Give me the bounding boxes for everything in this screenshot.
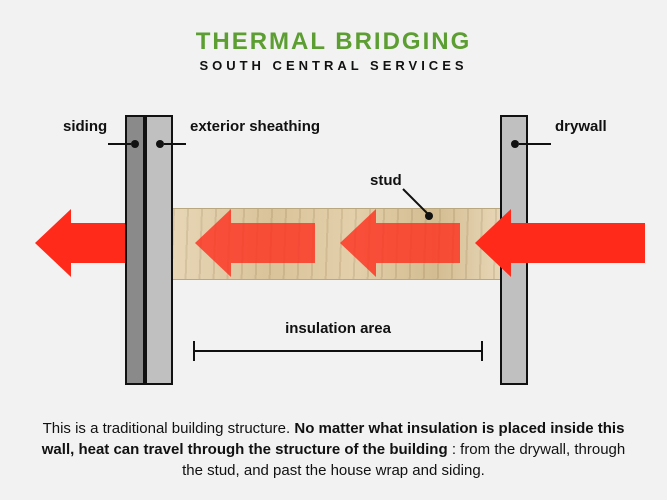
dimension-tick-right — [481, 341, 483, 361]
caption-pre: This is a traditional building structure… — [43, 420, 295, 437]
label-stud: stud — [370, 172, 402, 189]
leader-dot-sheathing — [156, 140, 164, 148]
leader-line-drywall — [519, 143, 551, 145]
leader-line-siding — [108, 143, 131, 145]
leader-line-stud — [403, 188, 433, 218]
thermal-bridging-diagram: THERMAL BRIDGING SOUTH CENTRAL SERVICES … — [0, 0, 667, 500]
dimension-bar — [193, 350, 483, 352]
heat-arrow-inside-1 — [195, 223, 315, 263]
label-siding: siding — [63, 118, 107, 135]
leader-dot-siding — [131, 140, 139, 148]
layer-siding — [125, 115, 145, 385]
leader-line-sheathing — [164, 143, 186, 145]
label-sheathing: exterior sheathing — [190, 118, 320, 135]
caption: This is a traditional building structure… — [40, 418, 627, 481]
layer-sheathing — [145, 115, 173, 385]
dimension-tick-left — [193, 341, 195, 361]
leader-dot-drywall — [511, 140, 519, 148]
heat-arrow-enter — [475, 223, 645, 263]
heat-arrow-inside-2 — [340, 223, 460, 263]
title: THERMAL BRIDGING — [0, 28, 667, 56]
heat-arrow-exit — [35, 223, 125, 263]
label-drywall: drywall — [555, 118, 607, 135]
subtitle: SOUTH CENTRAL SERVICES — [0, 58, 667, 73]
dimension-label: insulation area — [193, 320, 483, 337]
